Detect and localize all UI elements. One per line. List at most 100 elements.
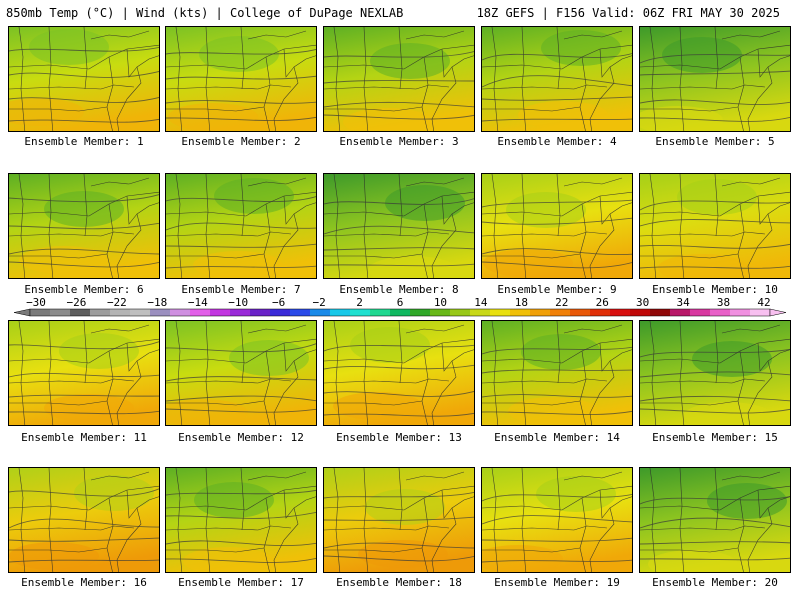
colorbar-tick-label: 38 (717, 296, 730, 309)
colorbar-swatch (170, 309, 191, 316)
colorbar-swatch (550, 309, 571, 316)
ensemble-member-map (323, 320, 475, 426)
colorbar-swatch (610, 309, 631, 316)
colorbar-swatch (510, 309, 531, 316)
ensemble-member-map (639, 26, 791, 132)
colorbar-swatch (250, 309, 271, 316)
map-field (9, 27, 159, 131)
colorbar-swatch (410, 309, 431, 316)
ensemble-member-label: Ensemble Member: 10 (652, 283, 778, 296)
colorbar-tick-label: 42 (757, 296, 770, 309)
ensemble-member-label: Ensemble Member: 7 (181, 283, 301, 296)
colorbar-tick-label: −26 (67, 296, 87, 309)
map-field (640, 174, 790, 278)
colorbar-swatch (50, 309, 71, 316)
ensemble-member-label: Ensemble Member: 8 (339, 283, 459, 296)
map-field (324, 468, 474, 572)
ensemble-member-label: Ensemble Member: 13 (336, 431, 462, 444)
colorbar-tick-label: 14 (474, 296, 488, 309)
run-valid-time: 18Z GEFS | F156 Valid: 06Z FRI MAY 30 20… (476, 6, 780, 20)
colorbar-max-arrow (769, 308, 787, 317)
colorbar-swatch (30, 309, 51, 316)
ensemble-member-label: Ensemble Member: 3 (339, 135, 459, 148)
ensemble-member-map (639, 173, 791, 279)
ensemble-member-map (8, 173, 160, 279)
colorbar-swatch (470, 309, 491, 316)
map-field (640, 321, 790, 425)
ensemble-member-map (165, 467, 317, 573)
colorbar-swatch (90, 309, 111, 316)
colorbar-swatch (130, 309, 151, 316)
ensemble-member-label: Ensemble Member: 11 (21, 431, 147, 444)
colorbar-min-arrow (13, 308, 31, 317)
colorbar-tick-label: −2 (312, 296, 325, 309)
ensemble-member-map (165, 320, 317, 426)
map-field (9, 468, 159, 572)
colorbar-swatch (690, 309, 711, 316)
colorbar-tick-label: 34 (676, 296, 690, 309)
map-field (640, 468, 790, 572)
colorbar-swatch (670, 309, 691, 316)
ensemble-member-map (481, 26, 633, 132)
colorbar-swatch (490, 309, 511, 316)
ensemble-member-map (8, 320, 160, 426)
ensemble-member-map (8, 26, 160, 132)
ensemble-member-label: Ensemble Member: 2 (181, 135, 301, 148)
map-field (9, 321, 159, 425)
ensemble-member-map (481, 173, 633, 279)
colorbar-swatch (230, 309, 251, 316)
colorbar-swatch (390, 309, 411, 316)
colorbar-swatch (190, 309, 211, 316)
colorbar-swatch (210, 309, 231, 316)
colorbar-tick-label: −30 (26, 296, 46, 309)
ensemble-member-map (165, 173, 317, 279)
ensemble-member-label: Ensemble Member: 17 (178, 576, 304, 589)
ensemble-member-map (8, 467, 160, 573)
colorbar-swatch (370, 309, 391, 316)
ensemble-member-map (639, 320, 791, 426)
ensemble-member-label: Ensemble Member: 16 (21, 576, 147, 589)
colorbar-swatch (630, 309, 651, 316)
ensemble-member-label: Ensemble Member: 20 (652, 576, 778, 589)
colorbar-swatch (270, 309, 291, 316)
colorbar-tick-label: 6 (397, 296, 404, 309)
map-field (166, 321, 316, 425)
ensemble-member-map (323, 26, 475, 132)
colorbar-swatch (750, 309, 771, 316)
ensemble-member-label: Ensemble Member: 5 (655, 135, 775, 148)
colorbar-swatch (710, 309, 731, 316)
colorbar-tick-label: 30 (636, 296, 649, 309)
colorbar-swatch (570, 309, 591, 316)
ensemble-member-map (323, 467, 475, 573)
colorbar-swatch (330, 309, 351, 316)
colorbar-tick-label: 26 (596, 296, 609, 309)
ensemble-member-label: Ensemble Member: 1 (24, 135, 144, 148)
ensemble-member-map (481, 467, 633, 573)
map-field (482, 174, 632, 278)
colorbar-swatch (590, 309, 611, 316)
map-field (482, 27, 632, 131)
map-field (324, 321, 474, 425)
map-field (166, 174, 316, 278)
ensemble-member-label: Ensemble Member: 19 (494, 576, 620, 589)
chart-title: 850mb Temp (°C) | Wind (kts) | College o… (6, 6, 404, 20)
map-field (324, 174, 474, 278)
colorbar-swatch (650, 309, 671, 316)
colorbar-swatch (70, 309, 91, 316)
colorbar-tick-label: 22 (555, 296, 568, 309)
map-field (9, 174, 159, 278)
colorbar-tick-label: 2 (356, 296, 363, 309)
colorbar-tick-label: 18 (515, 296, 528, 309)
ensemble-member-label: Ensemble Member: 4 (497, 135, 617, 148)
ensemble-member-label: Ensemble Member: 15 (652, 431, 778, 444)
map-field (640, 27, 790, 131)
colorbar-tick-label: −22 (107, 296, 127, 309)
colorbar-swatch (430, 309, 451, 316)
colorbar-swatch (350, 309, 371, 316)
colorbar-swatch (450, 309, 471, 316)
colorbar-swatch (150, 309, 171, 316)
colorbar-tick-label: −6 (272, 296, 285, 309)
map-field (482, 321, 632, 425)
ensemble-member-map (481, 320, 633, 426)
ensemble-member-map (323, 173, 475, 279)
